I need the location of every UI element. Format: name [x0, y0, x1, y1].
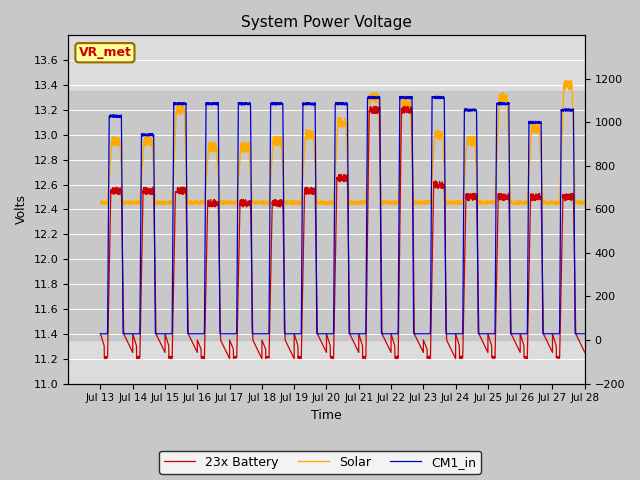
Line: 23x Battery: 23x Battery: [100, 106, 585, 359]
Y-axis label: Volts: Volts: [15, 194, 28, 225]
CM1_in: [581, 331, 589, 336]
Solar: [303, 133, 311, 139]
CM1_in: [519, 331, 527, 336]
Solar: [581, 200, 589, 206]
23x Battery: [572, 318, 579, 324]
23x Battery: [226, 356, 234, 361]
Line: CM1_in: CM1_in: [100, 96, 585, 334]
CM1_in: [303, 102, 311, 108]
CM1_in: [152, 331, 159, 336]
CM1_in: [97, 331, 104, 336]
Legend: 23x Battery, Solar, CM1_in: 23x Battery, Solar, CM1_in: [159, 451, 481, 474]
Solar: [562, 77, 570, 83]
23x Battery: [581, 349, 589, 355]
Bar: [68, 91, 585, 340]
CM1_in: [433, 94, 441, 99]
Title: System Power Voltage: System Power Voltage: [241, 15, 412, 30]
23x Battery: [180, 187, 188, 193]
23x Battery: [152, 318, 159, 324]
23x Battery: [520, 341, 527, 347]
Solar: [97, 201, 104, 206]
23x Battery: [303, 188, 311, 193]
CM1_in: [180, 102, 188, 108]
23x Battery: [372, 103, 380, 109]
Text: VR_met: VR_met: [79, 46, 131, 59]
23x Battery: [282, 340, 290, 346]
CM1_in: [282, 331, 290, 336]
Solar: [282, 199, 290, 205]
Solar: [519, 199, 527, 205]
CM1_in: [572, 331, 579, 336]
Solar: [511, 202, 519, 207]
Solar: [152, 200, 159, 205]
Line: Solar: Solar: [100, 80, 585, 204]
23x Battery: [97, 331, 104, 336]
X-axis label: Time: Time: [311, 409, 342, 422]
Solar: [572, 201, 579, 206]
Solar: [180, 110, 188, 116]
